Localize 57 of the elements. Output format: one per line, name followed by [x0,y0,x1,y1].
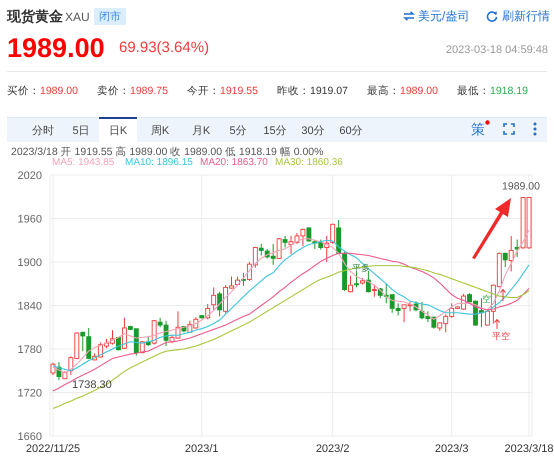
text: 1989.00 [7,33,105,63]
candlestick [122,317,127,350]
text: 日K [108,124,128,138]
text: 2023/3/18 开 1919.55 高 1989.00 收 1989.00 低 1918.19 幅 0.00% [11,145,324,158]
x-tick-label: 2022/11/25 [26,442,80,455]
text: 60分 [338,124,364,138]
y-tick-label: 1720 [18,387,42,400]
text: 买价： [7,85,40,97]
text: 分时 [31,124,55,138]
x-tick-label: 2023/1 [184,442,219,455]
candlestick [372,284,377,298]
text: MA5: 1943.85 [52,157,114,168]
candlestick [348,275,353,293]
text: 5日 [71,124,91,138]
text: 2023-03-18 04:59:48 [446,44,548,56]
candlestick [514,239,520,258]
text: 月K [190,124,212,138]
candlestick [502,252,508,268]
y-tick-label: 1840 [18,300,42,312]
text: 5分 [228,124,248,138]
y-tick-label: 1900 [18,256,42,269]
annotation: 1989.00 [502,180,540,192]
y-tick-label: 1960 [18,213,42,226]
text: 昨收：1919.07 [277,85,348,97]
text: 1989.00 [40,85,78,97]
candlestick [217,291,222,317]
text: 美元/盎司 [418,8,470,25]
text: MA10: 1896.15 [125,157,193,168]
annotation: 平空 [492,330,510,343]
text: 69.93(3.64%) [119,39,210,56]
candlestick [211,286,216,310]
text: 闭市 [94,8,126,25]
x-tick-label: 2023/3 [434,442,468,455]
text: 策 [471,121,485,139]
line-series [52,252,530,392]
chart-subtitle: XAU [65,10,90,24]
y-tick-label: 2020 [18,170,42,182]
line-series [52,265,530,409]
candlestick [282,235,288,248]
y-tick-label: 1660 [18,430,42,443]
candlestick [235,276,240,286]
candlestick [508,235,514,272]
text: 15分 [262,124,288,138]
text: 最高：1989.00 [367,85,438,97]
text: MA30: 1860.36 [275,157,343,168]
text: 今开：1919.55 [187,85,258,97]
x-tick-label: 2023/3/18 [504,442,554,455]
y-tick-label: 1780 [18,344,42,356]
text: 周K [150,124,170,138]
chart-title: 现货黄金 [7,8,63,26]
text: 刷新行情 [502,8,550,25]
text: 30分 [300,124,326,138]
x-tick-label: 2023/2 [316,442,350,455]
text: 卖价：1989.75 [97,85,168,97]
annotation: 空 [482,294,491,304]
text: MA20: 1863.70 [200,157,268,168]
text: 最低：1918.19 [457,85,528,97]
